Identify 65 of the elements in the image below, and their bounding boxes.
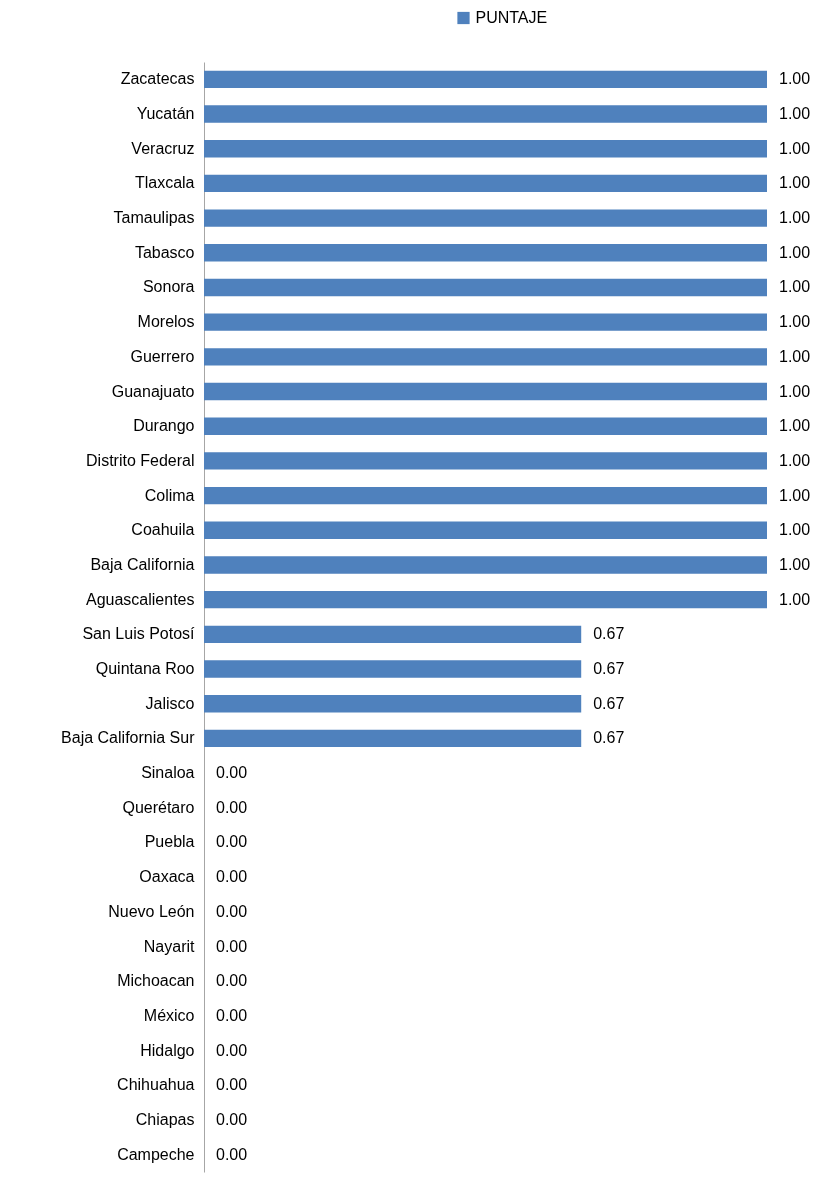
y-tick-label: Guanajuato bbox=[111, 382, 195, 400]
data-label: 0.00 bbox=[216, 1076, 248, 1094]
data-label: 1.00 bbox=[779, 139, 811, 157]
y-tick-label: México bbox=[143, 1006, 195, 1024]
y-tick-label: Jalisco bbox=[145, 694, 195, 712]
data-label: 1.00 bbox=[779, 451, 811, 469]
data-label: 0.00 bbox=[216, 798, 248, 816]
data-label: 1.00 bbox=[779, 174, 811, 192]
data-label: 0.00 bbox=[216, 1110, 248, 1128]
data-label: 1.00 bbox=[779, 347, 811, 365]
data-label: 1.00 bbox=[779, 521, 811, 539]
y-tick-label: Colima bbox=[144, 486, 195, 504]
y-tick-label: Querétaro bbox=[122, 798, 195, 816]
y-tick-label: Coahuila bbox=[131, 521, 195, 539]
y-tick-label: San Luis Potosí bbox=[82, 625, 196, 643]
data-label: 1.00 bbox=[779, 70, 811, 88]
data-label: 0.00 bbox=[216, 1006, 248, 1024]
y-tick-label: Sinaloa bbox=[141, 764, 195, 782]
data-label: 0.00 bbox=[216, 833, 248, 851]
y-tick-label: Distrito Federal bbox=[86, 451, 195, 469]
y-tick-label: Nuevo León bbox=[108, 902, 195, 920]
data-label: 1.00 bbox=[779, 278, 811, 296]
data-label: 1.00 bbox=[779, 417, 811, 435]
y-tick-label: Chiapas bbox=[135, 1110, 195, 1128]
legend-label: PUNTAJE bbox=[475, 9, 548, 26]
data-label: 0.00 bbox=[216, 902, 248, 920]
y-tick-label: Campeche bbox=[117, 1145, 195, 1163]
data-label: 1.00 bbox=[779, 105, 811, 123]
y-tick-label: Nayarit bbox=[143, 937, 196, 955]
y-tick-label: Aguascalientes bbox=[85, 590, 195, 608]
data-label: 0.00 bbox=[216, 1145, 248, 1163]
y-tick-label: Hidalgo bbox=[140, 1041, 195, 1059]
data-label: 0.67 bbox=[593, 625, 625, 643]
y-tick-label: Durango bbox=[133, 417, 195, 435]
data-label: 0.00 bbox=[216, 972, 248, 990]
y-tick-label: Baja California Sur bbox=[61, 729, 196, 747]
y-tick-label: Oaxaca bbox=[139, 868, 195, 886]
y-tick-label: Baja California bbox=[90, 555, 195, 573]
y-tick-label: Puebla bbox=[144, 833, 195, 851]
data-label: 1.00 bbox=[779, 486, 811, 504]
y-tick-label: Quintana Roo bbox=[95, 660, 195, 678]
data-label: 0.67 bbox=[593, 660, 625, 678]
y-tick-label: Guerrero bbox=[130, 347, 195, 365]
data-label: 1.00 bbox=[779, 382, 811, 400]
data-label: 1.00 bbox=[779, 555, 811, 573]
data-label: 0.67 bbox=[593, 729, 625, 747]
data-label: 0.00 bbox=[216, 868, 248, 886]
data-label: 1.00 bbox=[779, 209, 811, 227]
y-tick-label: Yucatán bbox=[136, 105, 195, 123]
data-label: 1.00 bbox=[779, 243, 811, 261]
data-label: 0.00 bbox=[216, 937, 248, 955]
y-tick-label: Tlaxcala bbox=[134, 174, 195, 192]
y-tick-label: Tabasco bbox=[134, 243, 195, 261]
y-tick-label: Zacatecas bbox=[120, 70, 195, 88]
y-tick-label: Veracruz bbox=[131, 139, 195, 157]
data-label: 0.00 bbox=[216, 764, 248, 782]
data-label: 0.67 bbox=[593, 694, 625, 712]
y-tick-label: Michoacan bbox=[117, 972, 195, 990]
data-label: 0.00 bbox=[216, 1041, 248, 1059]
y-tick-label: Tamaulipas bbox=[113, 209, 195, 227]
y-tick-label: Morelos bbox=[137, 313, 195, 331]
y-tick-label: Sonora bbox=[142, 278, 195, 296]
y-tick-label: Chihuahua bbox=[117, 1076, 195, 1094]
data-label: 1.00 bbox=[779, 313, 811, 331]
data-label: 1.00 bbox=[779, 590, 811, 608]
